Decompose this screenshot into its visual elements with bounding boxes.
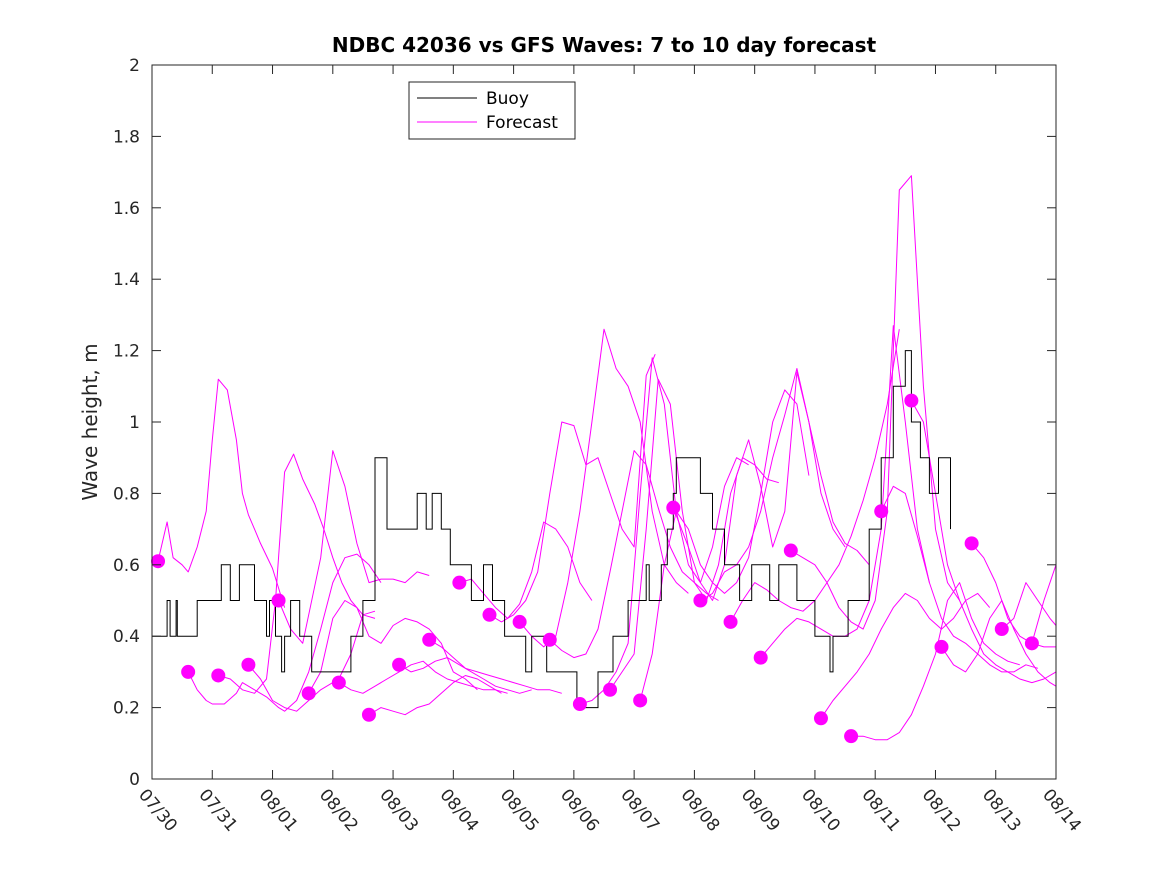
- x-tick-label: 08/12: [918, 785, 965, 835]
- forecast-start-marker: [151, 554, 166, 569]
- forecast-series-line: [187, 553, 382, 712]
- forecast-start-marker: [693, 593, 708, 608]
- forecast-start-marker: [1024, 636, 1039, 651]
- x-tick-label: 08/06: [556, 785, 603, 835]
- forecast-series-line: [549, 450, 719, 659]
- forecast-series-line: [489, 354, 656, 623]
- forecast-start-marker: [633, 693, 648, 708]
- forecast-start-marker: [666, 500, 681, 515]
- forecast-series-line: [790, 175, 961, 630]
- x-tick-label: 07/31: [194, 785, 241, 835]
- forecast-start-marker: [753, 650, 768, 665]
- forecast-start-marker: [603, 682, 618, 697]
- x-tick-label: 08/08: [677, 785, 724, 835]
- x-tick-label: 08/03: [375, 785, 422, 835]
- forecast-series-line: [338, 660, 508, 694]
- x-tick-label: 08/01: [255, 785, 302, 835]
- x-tick-label: 08/10: [797, 785, 844, 835]
- forecast-start-marker: [783, 543, 798, 558]
- forecast-start-marker: [482, 607, 497, 622]
- forecast-layer: [157, 175, 1057, 741]
- buoy-layer: [152, 350, 951, 709]
- chart-title: NDBC 42036 vs GFS Waves: 7 to 10 day for…: [332, 33, 877, 57]
- forecast-start-marker: [211, 668, 226, 683]
- y-tick-label: 0.2: [113, 699, 140, 719]
- legend-label-buoy: Buoy: [486, 89, 529, 109]
- forecast-series-line: [1001, 582, 1057, 630]
- forecast-series-line: [459, 521, 593, 619]
- forecast-series-line: [672, 371, 846, 601]
- x-tick-label: 08/09: [737, 785, 784, 835]
- x-tick-label: 08/11: [857, 785, 904, 835]
- forecast-series-line: [368, 675, 502, 716]
- forecast-series-line: [609, 378, 779, 691]
- forecast-start-marker: [964, 536, 979, 551]
- x-tick-label: 08/04: [436, 785, 483, 835]
- x-tick-label: 08/02: [315, 785, 362, 835]
- forecast-start-marker: [422, 632, 437, 647]
- forecast-start-marker: [572, 697, 587, 712]
- y-tick-label: 1.2: [113, 342, 140, 362]
- forecast-start-marker: [452, 575, 467, 590]
- forecast-series-line: [700, 368, 870, 601]
- forecast-start-marker: [813, 711, 828, 726]
- legend-box: [408, 81, 576, 140]
- forecast-start-marker: [271, 593, 286, 608]
- x-tick-label: 08/13: [978, 785, 1025, 835]
- forecast-series-line: [157, 378, 286, 608]
- y-tick-label: 1: [129, 413, 140, 433]
- forecast-series-line: [218, 453, 376, 694]
- y-tick-label: 1.6: [113, 199, 140, 219]
- y-tick-label: 2: [129, 56, 140, 76]
- forecast-series-line: [880, 485, 1039, 673]
- x-tick-label: 08/14: [1038, 785, 1085, 835]
- forecast-start-marker: [241, 657, 256, 672]
- forecast-series-line: [851, 582, 1020, 741]
- y-tick-label: 1.4: [113, 270, 140, 290]
- forecast-start-marker: [542, 632, 557, 647]
- forecast-start-marker: [874, 504, 889, 519]
- y-tick-label: 0.8: [113, 484, 140, 504]
- forecast-start-marker: [723, 614, 738, 629]
- x-tick-label: 07/30: [134, 785, 181, 835]
- forecast-start-marker: [994, 622, 1009, 637]
- legend-label-forecast: Forecast: [486, 113, 558, 133]
- x-tick-label: 08/07: [616, 785, 663, 835]
- forecast-start-marker: [844, 729, 859, 744]
- forecast-series-line: [278, 450, 430, 644]
- forecast-start-marker: [392, 657, 407, 672]
- forecast-start-marker: [301, 686, 316, 701]
- y-tick-label: 1.8: [113, 127, 140, 147]
- forecast-start-marker: [904, 393, 919, 408]
- legend: Buoy Forecast: [408, 81, 576, 140]
- forecast-start-marker: [512, 614, 527, 629]
- marker-layer: [151, 393, 1039, 744]
- x-tick-label: 08/05: [496, 785, 543, 835]
- forecast-series-line: [308, 600, 478, 694]
- y-tick-label: 0.6: [113, 556, 140, 576]
- forecast-series-line: [639, 389, 810, 701]
- buoy-series-line: [152, 350, 951, 709]
- forecast-start-marker: [181, 664, 196, 679]
- forecast-start-marker: [361, 707, 376, 722]
- forecast-start-marker: [934, 639, 949, 654]
- y-axis-label: Wave height, m: [78, 343, 102, 500]
- y-tick-label: 0: [129, 770, 140, 790]
- forecast-series-line: [428, 639, 562, 694]
- y-axis: 0 0.2 0.4 0.6 0.8 1 1.2 1.4 1.6 1.8 2: [113, 56, 1056, 790]
- y-tick-label: 0.4: [113, 627, 140, 647]
- forecast-series-line: [971, 543, 1056, 648]
- forecast-series-line: [1031, 564, 1057, 644]
- forecast-start-marker: [331, 675, 346, 690]
